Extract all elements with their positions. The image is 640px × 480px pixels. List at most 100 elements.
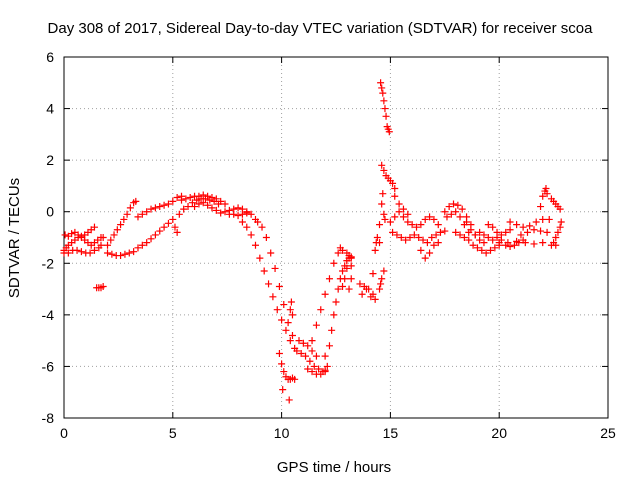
- data-point: [519, 223, 527, 231]
- data-point: [182, 195, 190, 203]
- data-point: [476, 236, 484, 244]
- data-point: [379, 89, 387, 97]
- data-point: [308, 347, 316, 355]
- data-point: [317, 306, 325, 314]
- data-point: [380, 166, 388, 174]
- data-point: [526, 222, 534, 230]
- data-point: [267, 249, 275, 257]
- data-point: [221, 200, 229, 208]
- data-point: [138, 210, 146, 218]
- x-tick-label: 0: [60, 425, 68, 441]
- data-point: [308, 368, 316, 376]
- data-point: [104, 241, 112, 249]
- data-point: [312, 321, 320, 329]
- data-point: [557, 218, 565, 226]
- y-tick-label: 2: [46, 152, 54, 168]
- data-point: [204, 201, 212, 209]
- data-point: [556, 205, 564, 213]
- data-point: [280, 301, 288, 309]
- data-point: [397, 234, 405, 241]
- data-point: [471, 231, 479, 239]
- data-point: [134, 244, 142, 252]
- data-point: [484, 234, 492, 241]
- data-point: [302, 352, 310, 360]
- data-point: [378, 84, 386, 92]
- data-point: [428, 234, 436, 241]
- data-point: [238, 205, 246, 213]
- data-point: [371, 246, 379, 254]
- data-point: [345, 285, 353, 293]
- data-point: [458, 205, 466, 213]
- data-point: [77, 248, 85, 256]
- data-point: [217, 197, 225, 205]
- data-point: [188, 199, 196, 207]
- data-point: [502, 228, 510, 236]
- data-point: [532, 218, 540, 226]
- chart-title: Day 308 of 2017, Sidereal Day-to-day VTE…: [48, 20, 594, 37]
- data-point: [537, 227, 545, 235]
- data-point: [317, 370, 325, 378]
- data-point: [334, 249, 342, 257]
- data-point: [151, 231, 159, 239]
- data-point: [285, 396, 293, 404]
- data-point: [243, 209, 251, 217]
- data-point: [221, 208, 229, 216]
- data-point: [278, 316, 286, 324]
- data-point: [371, 295, 379, 303]
- data-point: [385, 128, 393, 136]
- data-point: [478, 246, 486, 254]
- data-point: [539, 192, 547, 200]
- data-point: [506, 243, 514, 251]
- data-point: [287, 298, 295, 306]
- data-point: [415, 234, 423, 241]
- data-point: [251, 241, 259, 249]
- data-point: [156, 227, 164, 235]
- data-point: [258, 223, 266, 231]
- data-point: [173, 228, 181, 236]
- data-point: [379, 190, 387, 198]
- data-point: [243, 223, 251, 231]
- data-point: [184, 203, 192, 211]
- data-point: [395, 208, 403, 216]
- data-point: [107, 236, 115, 244]
- data-point: [199, 191, 207, 199]
- data-point: [441, 208, 449, 216]
- data-point: [486, 246, 494, 254]
- x-tick-label: 5: [169, 425, 177, 441]
- data-point: [408, 221, 416, 229]
- data-point: [417, 246, 425, 254]
- data-point: [99, 282, 107, 290]
- y-tick-label: -2: [42, 255, 55, 271]
- data-point: [169, 215, 177, 223]
- data-point: [90, 223, 98, 231]
- data-point: [104, 249, 112, 257]
- data-point: [513, 221, 521, 229]
- data-point: [171, 223, 179, 231]
- data-point: [391, 192, 399, 200]
- data-point: [195, 200, 203, 208]
- data-point: [191, 203, 199, 211]
- data-point: [269, 293, 277, 301]
- data-point: [406, 234, 414, 241]
- data-point: [325, 342, 333, 350]
- x-tick-label: 10: [274, 425, 290, 441]
- data-point: [456, 231, 464, 239]
- data-point: [476, 228, 484, 236]
- data-point: [378, 275, 386, 283]
- data-point: [542, 185, 550, 193]
- y-tick-label: -6: [42, 358, 55, 374]
- data-point: [399, 205, 407, 213]
- data-point: [321, 352, 329, 360]
- data-point: [288, 311, 296, 319]
- data-point: [299, 339, 307, 347]
- data-point: [356, 280, 364, 288]
- data-point: [421, 215, 429, 223]
- data-point: [537, 203, 545, 211]
- data-point: [369, 270, 377, 278]
- data-point: [280, 368, 288, 376]
- data-point: [530, 226, 538, 234]
- axis-ticks: 0 5 10 15 20 25 -8 -6 -4 -2 0 2 4 6: [42, 49, 616, 441]
- data-point: [454, 201, 462, 209]
- y-tick-label: 0: [46, 204, 54, 220]
- data-point: [410, 231, 418, 239]
